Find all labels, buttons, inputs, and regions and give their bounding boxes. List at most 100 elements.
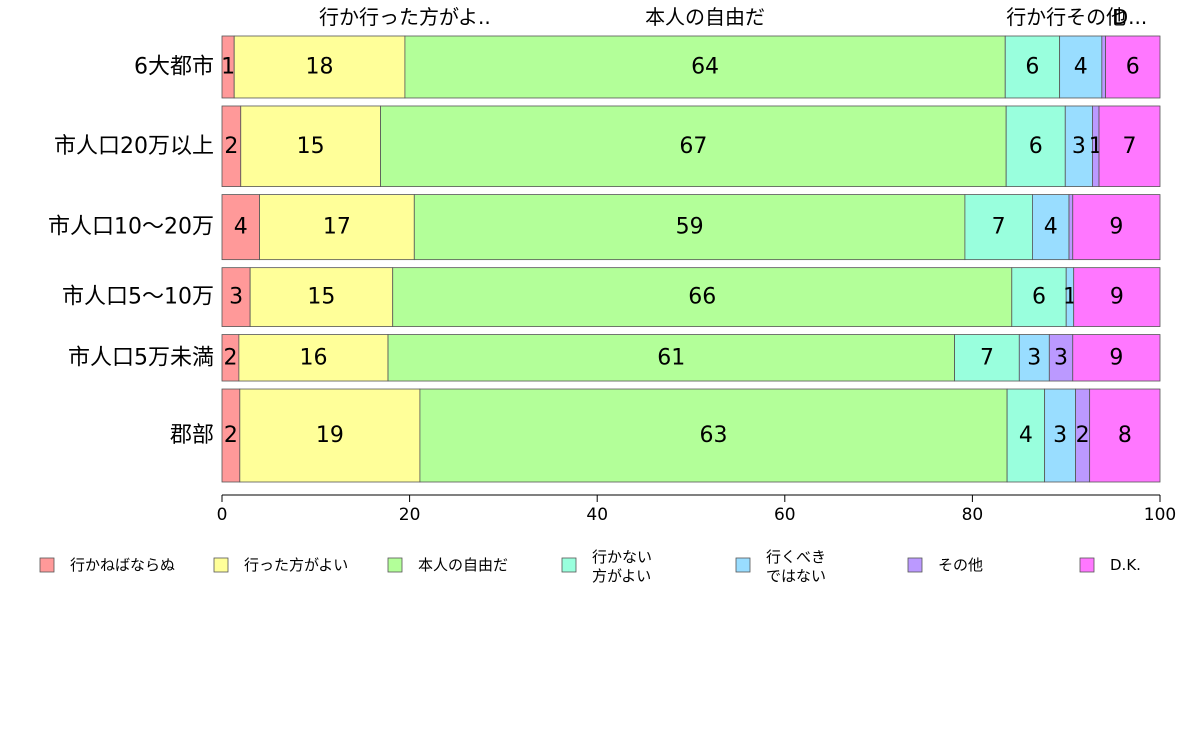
category-label: 市人口20万以上 [54,134,214,159]
bar-segment [1098,105,1161,187]
category-label: 6大都市 [134,54,214,79]
legend-swatch [735,557,751,573]
bar-segment [1059,35,1103,99]
data-label: 4 [1044,215,1058,240]
top-series-label: 行か行その他 [1006,5,1126,29]
legend-swatch [561,557,577,573]
x-axis: 0 20 40 60 80 100 [217,494,1176,525]
bar-segment [1032,194,1070,261]
top-series-label: 本人の自由だ [645,5,765,29]
bar-segment [1005,105,1066,187]
bar-segment [1101,35,1106,99]
data-label: 9 [1109,215,1123,240]
data-label: 7 [1123,134,1137,159]
data-label: 15 [307,285,335,310]
bar-segment [1073,267,1161,327]
bar-segment [1011,267,1067,327]
legend-label: その他 [938,556,983,574]
bar-segment [954,334,1020,382]
data-label: 15 [297,134,325,159]
data-label: 2 [223,345,237,370]
data-label: 16 [299,345,327,370]
bar-segment [238,334,389,382]
x-tick-label: 0 [217,505,228,525]
data-label: 2 [1076,423,1090,448]
bar-segment [249,267,394,327]
bars: 1 18 64 6 4 62 15 67 6 3 1 74 17 59 7 4 93 15 66 6 1 92 16 61 7 3… [221,35,1161,483]
data-label: 59 [676,215,704,240]
data-label: 9 [1109,345,1123,370]
top-series-label: 行か行った方がよ.. [319,5,491,29]
x-tick-label: 100 [1144,505,1176,525]
data-label: 3 [1027,345,1041,370]
data-label: 19 [316,423,344,448]
data-label: 4 [1074,54,1088,79]
legend-swatch [1079,557,1095,573]
data-label: 7 [992,215,1006,240]
bar-segment [1004,35,1061,99]
category-label: 市人口10〜20万 [48,215,214,240]
legend-label: 行くべきではない [766,548,826,585]
data-label: 63 [700,423,728,448]
legend-label: 本人の自由だ [418,556,508,574]
data-label: 3 [229,285,243,310]
data-label: 67 [679,134,707,159]
data-label: 6 [1025,54,1039,79]
legend-swatch [907,557,923,573]
data-label: 66 [688,285,716,310]
data-label: 3 [1054,345,1068,370]
data-label: 61 [657,345,685,370]
data-label: 3 [1072,134,1086,159]
data-label: 6 [1032,285,1046,310]
category-label: 市人口5〜10万 [62,285,214,310]
bar-segment [1044,388,1076,483]
bar-segment [233,35,406,99]
legend-label: 行かねばならぬ [70,556,175,574]
x-tick-label: 40 [586,505,608,525]
legend-swatch [387,557,403,573]
bar-segment [413,194,966,261]
bar-segment [259,194,415,261]
bar-segment [387,334,955,382]
data-label: 4 [1019,423,1033,448]
data-label: 2 [224,423,238,448]
bar-segment [1068,194,1074,261]
bar-segment [1072,194,1161,261]
bar-segment [1089,388,1161,483]
category-label: 郡部 [170,423,214,448]
data-label: 4 [234,215,248,240]
legend-swatch [213,557,229,573]
bar-segment [1064,105,1093,187]
data-label: 7 [980,345,994,370]
data-label: 1 [221,54,235,79]
top-labels: 行か行った方がよ.. 本人の自由だ 行か行その他D... [319,5,1147,29]
data-label: 3 [1053,423,1067,448]
bar-segment [404,35,1006,99]
category-label: 市人口5万未満 [68,345,214,370]
data-label: 17 [323,215,351,240]
data-label: 6 [1126,54,1140,79]
data-label: 18 [306,54,334,79]
x-tick-label: 60 [774,505,796,525]
bar-segment [1105,35,1161,99]
x-tick-label: 20 [399,505,421,525]
top-series-label: D... [1113,5,1147,29]
legend-swatch [39,557,55,573]
bar-segment [964,194,1033,261]
legend: 行かねばならぬ 行った方がよい 本人の自由だ 行かない方がよい 行くべきではない その他 D… [39,548,1141,585]
legend-label: 行かない方がよい [592,548,652,585]
data-label: 64 [691,54,719,79]
data-label: 6 [1029,134,1043,159]
bar-segment [240,105,381,187]
bar-segment [1006,388,1046,483]
data-label: 9 [1110,285,1124,310]
data-label: 2 [224,134,238,159]
x-tick-label: 80 [962,505,984,525]
bar-segment [1072,334,1161,382]
bar-segment [380,105,1007,187]
bar-segment [221,267,251,327]
legend-label: 行った方がよい [244,556,348,574]
legend-label: D.K. [1110,556,1141,574]
